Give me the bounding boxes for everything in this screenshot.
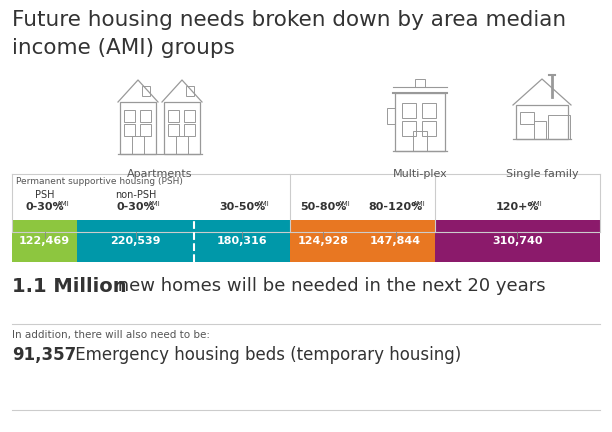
Text: Future housing needs broken down by area median: Future housing needs broken down by area… <box>12 10 566 30</box>
Bar <box>387 108 395 124</box>
Text: AMI: AMI <box>530 201 543 207</box>
Bar <box>395 93 445 151</box>
Bar <box>402 121 416 136</box>
Bar <box>176 136 188 154</box>
Text: Permanent supportive housing (PSH): Permanent supportive housing (PSH) <box>16 177 183 186</box>
Text: 310,740: 310,740 <box>492 236 543 246</box>
Bar <box>120 102 156 154</box>
Bar <box>413 131 427 151</box>
Text: income (AMI) groups: income (AMI) groups <box>12 38 235 58</box>
Bar <box>516 105 568 139</box>
Bar <box>422 121 436 136</box>
Bar <box>415 79 425 87</box>
Text: 120+%: 120+% <box>496 202 539 212</box>
Bar <box>12 220 77 262</box>
Bar <box>142 86 150 96</box>
Bar <box>77 220 194 262</box>
Bar <box>168 110 179 122</box>
Text: 147,844: 147,844 <box>370 236 421 246</box>
Bar <box>548 115 570 139</box>
Bar <box>164 102 200 154</box>
Text: 124,928: 124,928 <box>297 236 349 246</box>
Bar <box>140 110 151 122</box>
Bar <box>534 121 546 139</box>
Text: Multi-plex: Multi-plex <box>393 169 447 179</box>
Text: 30-50%: 30-50% <box>219 202 265 212</box>
Text: AMI: AMI <box>413 201 426 207</box>
Text: 220,539: 220,539 <box>110 236 161 246</box>
Bar <box>422 103 436 118</box>
Text: 180,316: 180,316 <box>217 236 267 246</box>
Text: non-PSH: non-PSH <box>115 190 156 200</box>
Bar <box>194 220 290 262</box>
Bar <box>435 220 600 262</box>
Bar <box>168 124 179 136</box>
Text: 80-120%: 80-120% <box>368 202 423 212</box>
Text: 122,469: 122,469 <box>19 236 70 246</box>
Bar <box>290 220 356 262</box>
Text: AMI: AMI <box>57 201 70 207</box>
Text: Apartments: Apartments <box>127 169 193 179</box>
Bar <box>124 124 135 136</box>
Text: 91,357: 91,357 <box>12 346 76 364</box>
Bar <box>356 220 435 262</box>
Bar <box>132 136 144 154</box>
Bar <box>184 124 195 136</box>
Bar <box>520 112 534 124</box>
Text: 0-30%: 0-30% <box>116 202 155 212</box>
Text: Emergency housing beds (temporary housing): Emergency housing beds (temporary housin… <box>70 346 461 364</box>
Text: Single family: Single family <box>506 169 578 179</box>
Text: AMI: AMI <box>338 201 351 207</box>
Text: new homes will be needed in the next 20 years: new homes will be needed in the next 20 … <box>112 277 546 295</box>
Bar <box>186 86 194 96</box>
Text: 1.1 Million: 1.1 Million <box>12 277 127 296</box>
Bar <box>124 110 135 122</box>
Bar <box>140 124 151 136</box>
Bar <box>402 103 416 118</box>
Text: AMI: AMI <box>257 201 270 207</box>
Text: In addition, there will also need to be:: In addition, there will also need to be: <box>12 330 210 340</box>
Text: AMI: AMI <box>148 201 161 207</box>
Bar <box>184 110 195 122</box>
Text: 50-80%: 50-80% <box>300 202 346 212</box>
Text: 0-30%: 0-30% <box>25 202 64 212</box>
Text: PSH: PSH <box>35 190 54 200</box>
